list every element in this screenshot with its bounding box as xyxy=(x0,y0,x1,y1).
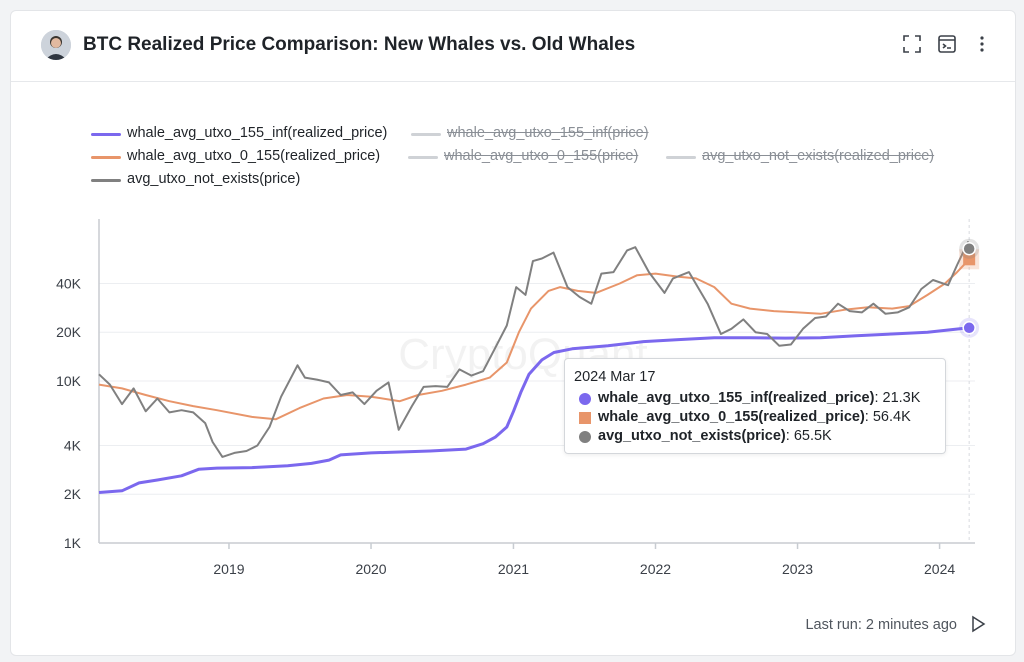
console-icon[interactable] xyxy=(936,33,958,55)
series-line-2 xyxy=(98,241,971,458)
tooltip-date: 2024 Mar 17 xyxy=(574,369,656,385)
hover-point xyxy=(963,253,976,266)
run-icon[interactable] xyxy=(967,613,989,635)
x-tick-label: 2020 xyxy=(355,561,386,577)
chart-card: BTC Realized Price Comparison: New Whale… xyxy=(10,10,1016,656)
tooltip-value: 21.3K xyxy=(882,390,921,406)
y-tick-label: 4K xyxy=(64,437,82,453)
legend-swatch xyxy=(91,133,121,136)
y-tick-label: 10K xyxy=(56,373,82,389)
legend-label: avg_utxo_not_exists(realized_price) xyxy=(702,148,935,164)
tooltip-value: 56.4K xyxy=(872,409,911,425)
tooltip-value: 65.5K xyxy=(793,428,832,444)
legend-swatch xyxy=(91,179,121,182)
legend-swatch xyxy=(408,156,438,159)
legend-label: avg_utxo_not_exists(price) xyxy=(127,171,301,187)
page-title: BTC Realized Price Comparison: New Whale… xyxy=(83,34,636,55)
chart-tooltip: 2024 Mar 17 whale_avg_utxo_155_inf(reali… xyxy=(564,358,946,454)
card-header: BTC Realized Price Comparison: New Whale… xyxy=(11,11,1015,82)
series-line-1 xyxy=(98,258,970,421)
avatar xyxy=(41,30,71,60)
x-tick-label: 2023 xyxy=(782,561,813,577)
more-options-icon[interactable] xyxy=(971,33,993,55)
circle-marker-icon xyxy=(579,431,591,443)
circle-marker-icon xyxy=(579,393,591,405)
hover-point xyxy=(962,242,976,256)
hover-point xyxy=(962,321,976,335)
legend-swatch xyxy=(666,156,696,159)
legend-swatch xyxy=(91,156,121,159)
x-tick-label: 2024 xyxy=(924,561,955,577)
x-tick-label: 2022 xyxy=(640,561,671,577)
y-tick-label: 40K xyxy=(56,275,82,291)
last-run-text: Last run: 2 minutes ago xyxy=(805,617,957,633)
y-tick-label: 20K xyxy=(56,324,82,340)
legend-label: whale_avg_utxo_0_155(realized_price) xyxy=(127,148,381,164)
legend-label: whale_avg_utxo_0_155(price) xyxy=(444,148,639,164)
tooltip-series-label: avg_utxo_not_exists(price) xyxy=(598,428,786,444)
fullscreen-icon[interactable] xyxy=(901,33,923,55)
legend-swatch xyxy=(411,133,441,136)
series-line-0 xyxy=(98,326,970,494)
legend-label: whale_avg_utxo_155_inf(realized_price) xyxy=(127,125,388,141)
square-marker-icon xyxy=(579,412,591,424)
x-tick-label: 2021 xyxy=(498,561,529,577)
y-tick-label: 1K xyxy=(64,535,82,551)
tooltip-series-label: whale_avg_utxo_0_155(realized_price) xyxy=(598,409,865,425)
y-tick-label: 2K xyxy=(64,486,82,502)
legend-label: whale_avg_utxo_155_inf(price) xyxy=(447,125,649,141)
tooltip-series-label: whale_avg_utxo_155_inf(realized_price) xyxy=(598,390,875,406)
x-tick-label: 2019 xyxy=(213,561,244,577)
